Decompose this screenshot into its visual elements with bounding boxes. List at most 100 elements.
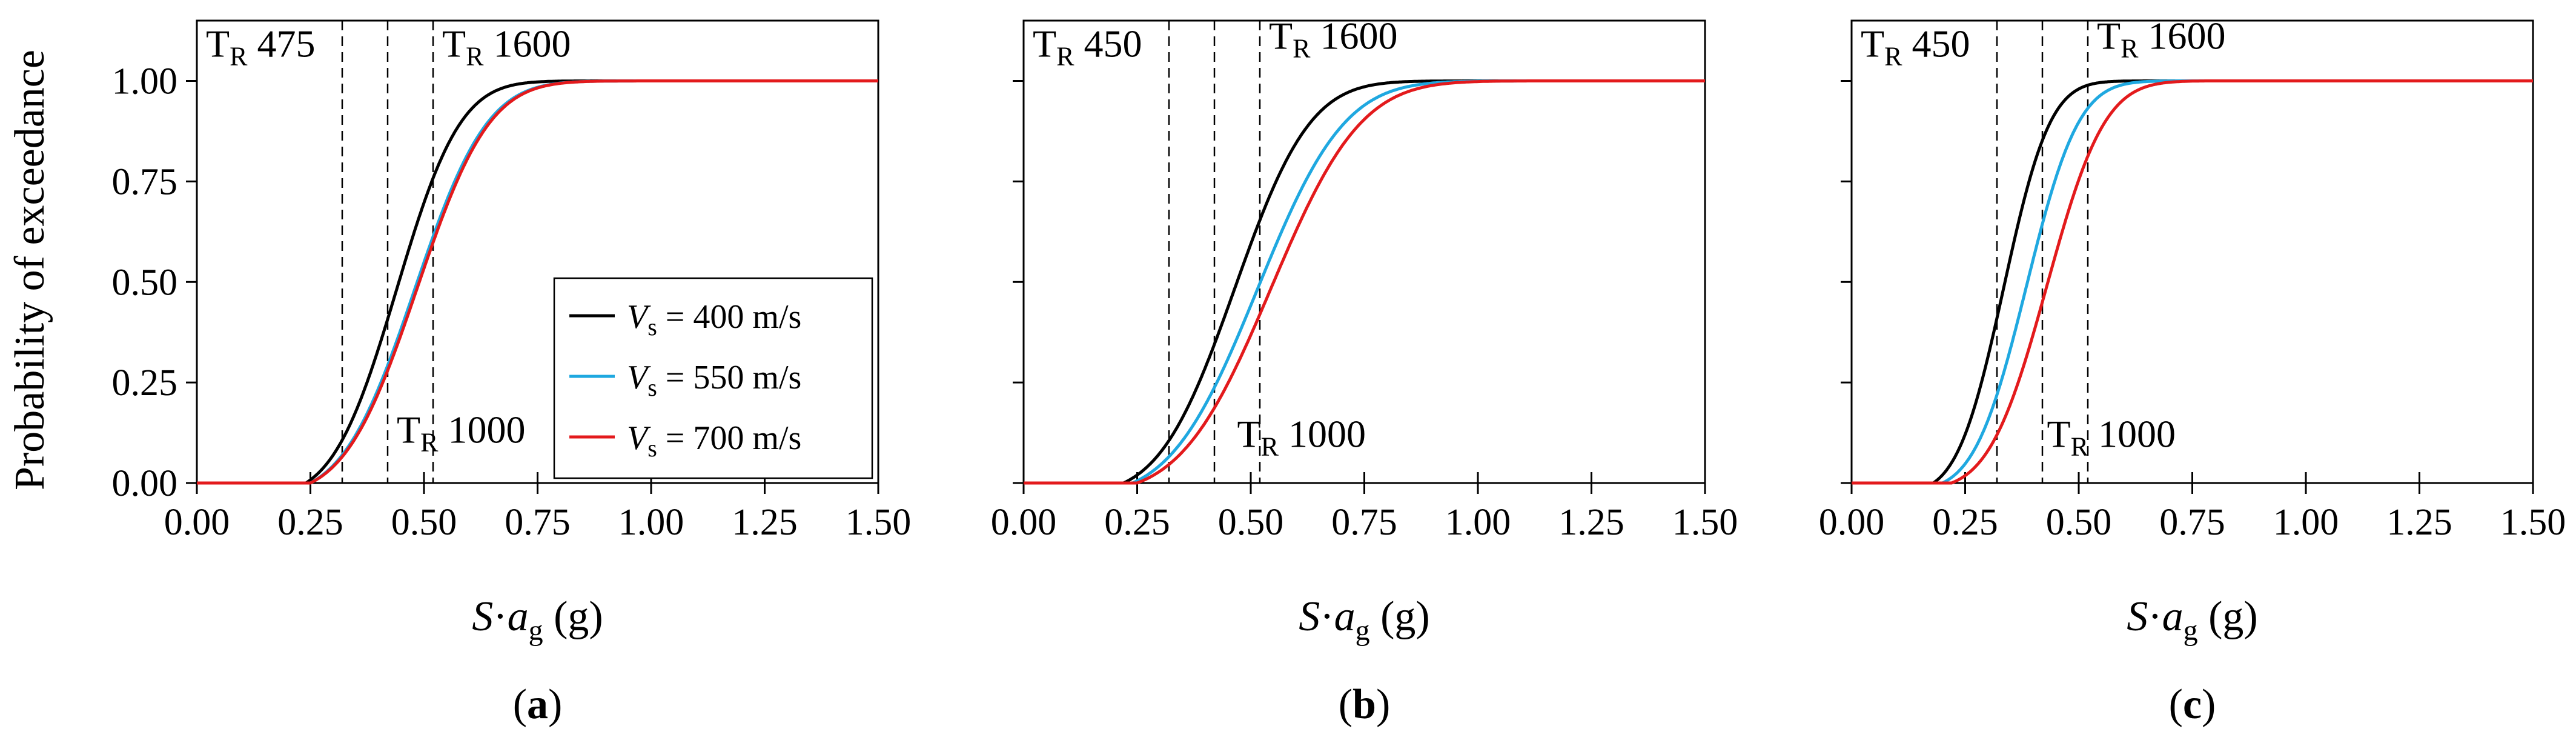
x-tick-label: 0.25: [1932, 502, 1998, 543]
annotation-prefix: T: [1237, 412, 1261, 455]
legend-label: Vs = 400 m/s: [627, 298, 801, 341]
panel-label: (c): [2169, 681, 2216, 728]
x-tick-label: 0.50: [391, 502, 457, 543]
xlabel-dot: ·: [493, 593, 507, 640]
return-period-label: TR 1000: [1237, 412, 1366, 461]
return-period-label: TR 1000: [2047, 412, 2176, 461]
panel-open: (: [2169, 681, 2183, 728]
annotation-prefix: T: [206, 22, 230, 65]
legend-label: Vs = 550 m/s: [627, 359, 801, 401]
xlabel-unit: (g): [2198, 593, 2258, 640]
x-tick-label: 1.50: [846, 502, 912, 543]
return-period-label: TR 1000: [397, 408, 525, 458]
plot-frame: [1850, 19, 2534, 484]
x-tick-label: 0.00: [991, 502, 1057, 543]
x-tick-label: 0.50: [2046, 502, 2112, 543]
y-axis-label: Probability of exceedance: [7, 50, 53, 490]
series-line: [1852, 79, 2533, 485]
xlabel-dot: ·: [1320, 593, 1334, 640]
legend-box: [553, 277, 873, 479]
xlabel-sub: g: [2184, 615, 2198, 647]
x-tick-label: 1.00: [1445, 502, 1511, 543]
legend-var: V: [627, 298, 651, 336]
series-line: [1024, 79, 1705, 485]
x-tick-label: 0.00: [1819, 502, 1885, 543]
annotation-prefix: T: [442, 22, 466, 65]
legend-sub: s: [647, 313, 657, 341]
legend-label: Vs = 700 m/s: [627, 419, 801, 462]
xlabel-sub: g: [1356, 615, 1370, 647]
series-line: [1024, 79, 1705, 485]
return-period-label: TR 1600: [442, 22, 571, 72]
annotation-prefix: T: [1861, 22, 1884, 65]
annotation-value: 1600: [2138, 14, 2225, 57]
panel-letter: a: [527, 681, 548, 728]
annotation-value: 1000: [1279, 412, 1366, 455]
panel-label: (a): [513, 681, 563, 728]
series-line: [1852, 79, 2533, 485]
xlabel-a: a: [508, 593, 529, 640]
annotation-subscript: R: [1884, 42, 1902, 72]
x-tick-label: 0.25: [277, 502, 343, 543]
return-period-label: TR 450: [1033, 22, 1142, 72]
x-tick-label: 0.00: [164, 502, 230, 543]
annotation-value: 450: [1902, 22, 1970, 65]
legend-rest: = 400 m/s: [657, 298, 802, 336]
x-tick-label: 1.00: [2273, 502, 2339, 543]
series-line: [1852, 79, 2533, 485]
x-axis-label: S·ag (g): [472, 593, 603, 647]
xlabel-s: S: [1299, 593, 1320, 640]
legend-sub: s: [647, 374, 657, 401]
series-line: [197, 79, 878, 485]
annotation-subscript: R: [1056, 42, 1074, 72]
annotation-value: 1000: [438, 408, 525, 451]
panel-open: (: [1339, 681, 1353, 728]
return-period-label: TR 1600: [1269, 14, 1397, 63]
legend-sub: s: [647, 435, 657, 462]
xlabel-unit: (g): [543, 593, 603, 640]
x-tick-label: 0.75: [1331, 502, 1397, 543]
x-tick-label: 1.25: [1558, 502, 1624, 543]
annotation-value: 450: [1074, 22, 1142, 65]
return-period-label: TR 475: [206, 22, 315, 72]
x-tick-label: 0.25: [1104, 502, 1170, 543]
annotation-value: 1600: [483, 22, 571, 65]
annotation-value: 475: [247, 22, 315, 65]
annotation-prefix: T: [2097, 14, 2121, 57]
xlabel-s: S: [472, 593, 493, 640]
annotation-prefix: T: [1269, 14, 1293, 57]
x-tick-label: 1.25: [2386, 502, 2452, 543]
panel-close: ): [1376, 681, 1390, 728]
return-period-label: TR 450: [1861, 22, 1970, 72]
y-tick-label: 0.00: [112, 463, 178, 504]
xlabel-unit: (g): [1370, 593, 1430, 640]
annotation-prefix: T: [1033, 22, 1056, 65]
annotation-subscript: R: [2121, 33, 2139, 63]
panel-close: ): [2202, 681, 2216, 728]
annotation-subscript: R: [1293, 33, 1311, 63]
x-tick-label: 1.00: [618, 502, 684, 543]
x-axis-label: S·ag (g): [1299, 593, 1429, 647]
annotation-subscript: R: [420, 428, 439, 458]
panel-label: (b): [1339, 681, 1391, 728]
x-tick-label: 1.50: [2500, 502, 2566, 543]
x-tick-label: 0.50: [1218, 502, 1284, 543]
y-tick-label: 0.25: [112, 362, 178, 404]
y-tick-label: 0.75: [112, 161, 178, 202]
xlabel-s: S: [2127, 593, 2148, 640]
annotation-subscript: R: [466, 42, 484, 72]
chart-panel-a: 0.00 0.25 0.50 0.75 1.00 0.00 0.25 0.50 0.75 1.00…: [7, 19, 912, 728]
annotation-subscript: R: [2071, 431, 2089, 461]
annotation-value: 1600: [1310, 14, 1397, 57]
panel-open: (: [513, 681, 527, 728]
x-tick-label: 0.75: [505, 502, 571, 543]
panel-letter: c: [2183, 681, 2202, 728]
xlabel-a: a: [1334, 593, 1356, 640]
annotation-subscript: R: [1261, 431, 1279, 461]
xlabel-dot: ·: [2148, 593, 2162, 640]
series-line: [197, 79, 878, 485]
y-tick-label: 1.00: [112, 61, 178, 102]
return-period-label: TR 1600: [2097, 14, 2225, 63]
